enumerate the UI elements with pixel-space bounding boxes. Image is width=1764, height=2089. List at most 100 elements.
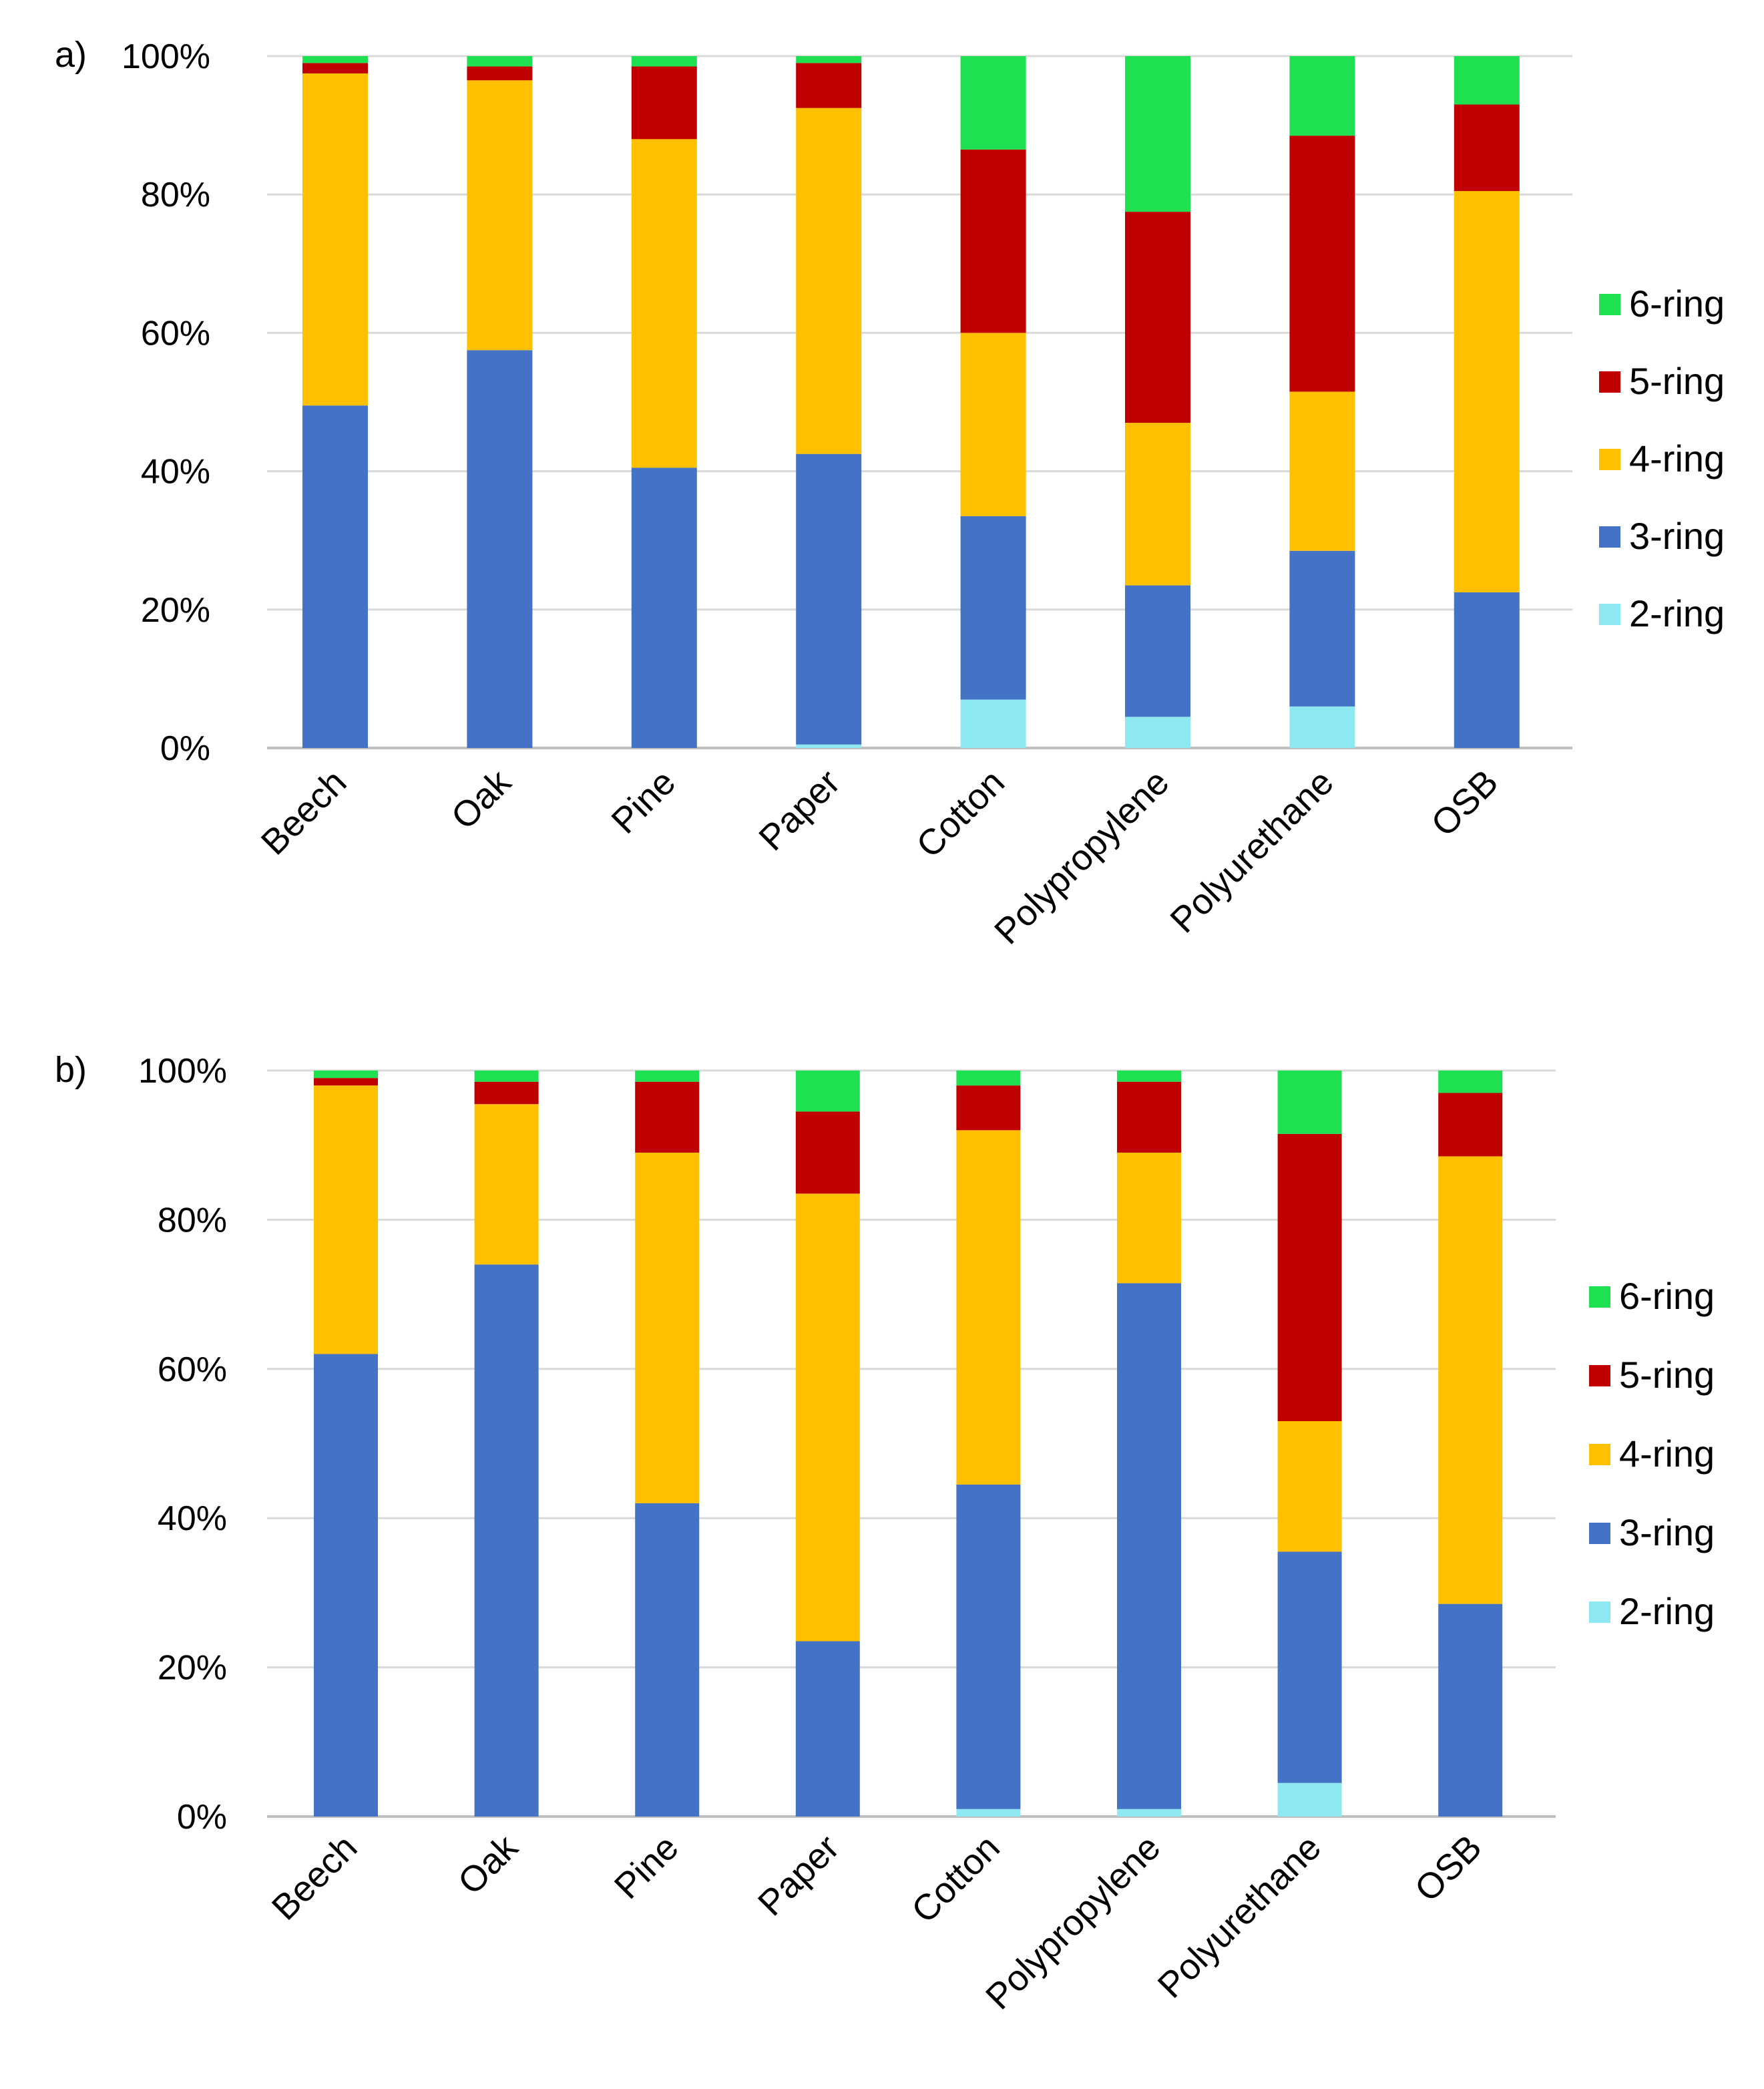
x-tick-label: OSB xyxy=(1407,1827,1490,1909)
bar-segment-pine-3-ring xyxy=(631,467,697,748)
bar-segment-polyurethane-3-ring xyxy=(1289,550,1355,707)
chart-panel-b: b) 0% 20% 40% 60% 80% 100% Beech Oak Pine Paper Cot… xyxy=(55,1050,1715,2017)
legend-label: 6-ring xyxy=(1619,1275,1715,1317)
bar-segment-polyurethane-6-ring xyxy=(1289,56,1355,136)
y-tick-label: 60% xyxy=(141,314,210,353)
bar-segment-oak-3-ring xyxy=(467,350,533,748)
bar-segment-osb-5-ring xyxy=(1454,104,1520,192)
x-tick-label: Cotton xyxy=(909,762,1012,866)
bar-segment-cotton-4-ring xyxy=(960,333,1026,516)
bar-segment-oak-4-ring xyxy=(467,80,533,351)
bar-segment-polyurethane-5-ring xyxy=(1277,1133,1342,1421)
bar-segment-cotton-6-ring xyxy=(960,56,1026,150)
bar-segment-polypropylene-4-ring xyxy=(1117,1152,1181,1284)
x-tick-label: Pine xyxy=(607,1827,686,1907)
legend-label: 4-ring xyxy=(1629,437,1725,480)
x-tick-label: OSB xyxy=(1423,762,1506,844)
x-tick-label: Cotton xyxy=(904,1827,1008,1931)
legend-swatch xyxy=(1589,1601,1610,1623)
bar-segment-paper-4-ring xyxy=(795,1193,860,1642)
bar-segment-cotton-4-ring xyxy=(956,1130,1021,1485)
panel-label: a) xyxy=(55,35,87,75)
y-tick-label: 80% xyxy=(141,176,210,214)
bar-segment-cotton-5-ring xyxy=(956,1085,1021,1131)
y-tick-label: 40% xyxy=(141,453,210,492)
bar-segment-polypropylene-3-ring xyxy=(1117,1283,1181,1809)
bar-segment-osb-3-ring xyxy=(1438,1603,1503,1817)
bar-segment-pine-5-ring xyxy=(631,66,697,140)
y-tick-label: 100% xyxy=(138,1052,227,1091)
x-tick-label: Paper xyxy=(750,1827,847,1923)
bar-segment-osb-6-ring xyxy=(1454,56,1520,105)
bar-segment-beech-3-ring xyxy=(314,1354,378,1817)
y-tick-label: 20% xyxy=(141,591,210,630)
legend-label: 3-ring xyxy=(1619,1511,1715,1553)
bar-segment-osb-6-ring xyxy=(1438,1071,1503,1093)
legend-label: 6-ring xyxy=(1629,282,1725,325)
bar-segment-pine-6-ring xyxy=(631,56,697,67)
bar-segment-osb-4-ring xyxy=(1438,1156,1503,1604)
y-tick-label: 80% xyxy=(158,1201,227,1240)
bar-segment-beech-5-ring xyxy=(302,63,368,73)
bar-segment-oak-3-ring xyxy=(474,1264,539,1817)
bar-segment-oak-5-ring xyxy=(474,1081,539,1105)
bar-segment-beech-3-ring xyxy=(302,405,368,748)
bar-segment-oak-6-ring xyxy=(467,56,533,67)
bar-segment-beech-5-ring xyxy=(314,1078,378,1086)
bar-segment-polyurethane-3-ring xyxy=(1277,1551,1342,1783)
bar-segment-polyurethane-6-ring xyxy=(1277,1071,1342,1134)
y-tick-label: 100% xyxy=(122,37,210,76)
bar-segment-paper-4-ring xyxy=(796,108,862,454)
legend-swatch xyxy=(1599,294,1620,315)
legend-swatch xyxy=(1599,371,1620,393)
bar-segment-paper-5-ring xyxy=(795,1111,860,1194)
bar-segment-polypropylene-4-ring xyxy=(1125,423,1190,586)
legend-swatch xyxy=(1589,1523,1610,1544)
chart-panel-a: a) 0% 20% 40% 60% 80% 100% Beech Oak Pine Paper Cot… xyxy=(55,35,1725,952)
x-tick-label: Polyurethane xyxy=(1162,762,1341,940)
x-tick-label: Pine xyxy=(604,762,683,841)
x-tick-label: Paper xyxy=(751,762,847,858)
x-tick-label: Oak xyxy=(443,761,519,837)
bar-segment-polyurethane-4-ring xyxy=(1289,391,1355,551)
bar-segment-osb-3-ring xyxy=(1454,592,1520,748)
legend-swatch xyxy=(1599,449,1620,470)
bar-segment-cotton-2-ring xyxy=(956,1809,1021,1817)
bar-segment-paper-5-ring xyxy=(796,63,862,108)
bar-segment-polypropylene-5-ring xyxy=(1117,1081,1181,1153)
legend: 6-ring 5-ring 4-ring 3-ring 2-ring xyxy=(1599,282,1725,634)
bar-segment-beech-4-ring xyxy=(302,73,368,406)
y-tick-label: 40% xyxy=(158,1499,227,1538)
bar-segment-beech-6-ring xyxy=(314,1071,378,1079)
legend-label: 4-ring xyxy=(1619,1433,1715,1475)
bar-segment-polypropylene-5-ring xyxy=(1125,212,1190,423)
bar-segment-beech-4-ring xyxy=(314,1085,378,1354)
bar-segment-pine-4-ring xyxy=(635,1152,700,1503)
bar-segment-osb-4-ring xyxy=(1454,191,1520,592)
bar-segment-paper-6-ring xyxy=(796,56,862,63)
bar-segment-paper-3-ring xyxy=(796,453,862,745)
x-tick-label: Polypropylene xyxy=(987,762,1176,952)
bar-segment-beech-6-ring xyxy=(302,56,368,63)
x-tick-label: Oak xyxy=(451,1827,526,1902)
bar-segment-pine-5-ring xyxy=(635,1081,700,1153)
legend-label: 2-ring xyxy=(1629,592,1725,634)
bar-segment-paper-6-ring xyxy=(795,1071,860,1112)
legend-swatch xyxy=(1589,1365,1610,1386)
panel-label: b) xyxy=(55,1050,87,1090)
bar-segment-cotton-2-ring xyxy=(960,699,1026,748)
legend-swatch xyxy=(1599,526,1620,548)
bar-segment-polyurethane-2-ring xyxy=(1277,1782,1342,1817)
legend-swatch xyxy=(1589,1286,1610,1308)
bar-segment-osb-5-ring xyxy=(1438,1093,1503,1157)
x-tick-label: Beech xyxy=(264,1827,365,1928)
bar-segment-cotton-3-ring xyxy=(960,516,1026,700)
legend-label: 2-ring xyxy=(1619,1590,1715,1632)
bar-segment-polypropylene-2-ring xyxy=(1125,717,1190,748)
bar-segment-pine-6-ring xyxy=(635,1071,700,1082)
x-tick-label: Beech xyxy=(254,762,355,863)
bar-segment-pine-4-ring xyxy=(631,139,697,468)
legend-swatch xyxy=(1599,604,1620,625)
bar-segment-oak-4-ring xyxy=(474,1104,539,1265)
